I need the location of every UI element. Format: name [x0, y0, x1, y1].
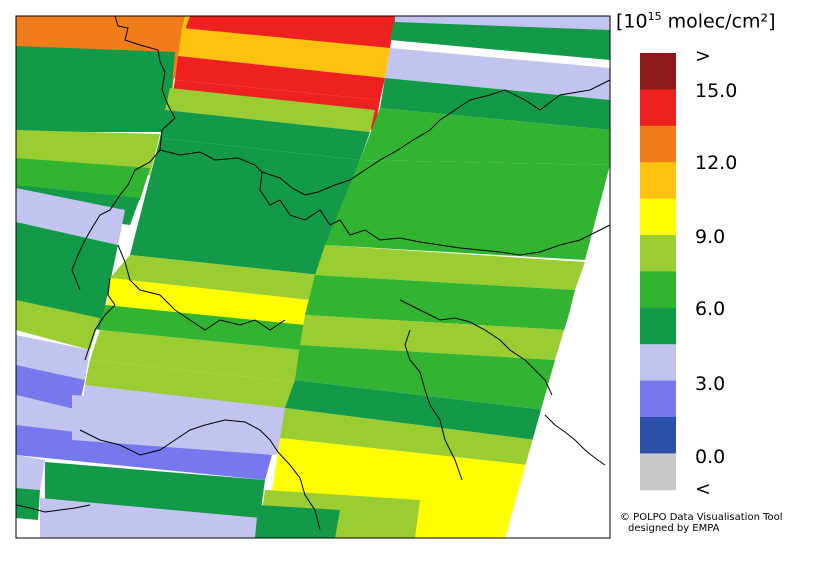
swath-strip — [16, 488, 40, 520]
credit-line-1: © POLPO Data Visualisation Tool — [620, 512, 783, 523]
colorbar — [640, 53, 676, 491]
colorbar-swatch — [640, 53, 676, 90]
swath-strip — [90, 330, 300, 382]
swath-strip — [165, 88, 375, 132]
colorbar-swatch — [640, 125, 676, 163]
colorbar-label-15: 15.0 — [695, 80, 738, 102]
swath-strip — [160, 110, 370, 160]
swath-strip — [385, 48, 610, 100]
country-borders — [15, 15, 611, 531]
colorbar-swatch — [640, 162, 676, 200]
colorbar-label-9: 9.0 — [695, 226, 726, 248]
colorbar-swatch — [640, 89, 676, 127]
swath-strip — [16, 455, 45, 490]
swath-strip — [285, 380, 545, 440]
colorbar-label-0: 0.0 — [695, 446, 726, 468]
colorbar-swatch — [640, 307, 676, 345]
swath-strip — [380, 78, 610, 130]
swath-strip — [110, 255, 320, 300]
swath-strip — [16, 335, 90, 380]
colorbar-label-6: 6.0 — [695, 298, 726, 320]
swath-strip — [185, 16, 395, 48]
credit-line-2: designed by EMPA — [628, 523, 720, 534]
swath-strip — [295, 345, 555, 410]
colorbar-swatch — [640, 380, 676, 418]
swath-strip — [130, 138, 360, 275]
no-data-area — [505, 200, 610, 538]
swath-strip — [16, 222, 118, 330]
map-frame — [15, 15, 611, 539]
no2-swath-layer — [16, 16, 610, 538]
swath-strip — [300, 315, 565, 360]
colorbar-label-3: 3.0 — [695, 373, 726, 395]
swath-strip — [315, 245, 585, 290]
swath-strip — [325, 160, 610, 260]
colorbar-swatch — [640, 417, 676, 454]
swath-strip — [85, 360, 295, 410]
swath-strip — [305, 275, 575, 330]
colorbar-swatch — [640, 453, 676, 491]
swath-strip — [16, 188, 125, 245]
colorbar-swatch — [640, 198, 676, 236]
colorbar-label-12: 12.0 — [695, 152, 738, 174]
swath-strip — [360, 108, 610, 165]
swath-strip — [40, 498, 260, 538]
swath-strip — [16, 158, 150, 200]
swath-strip — [80, 385, 285, 455]
colorbar-swatch — [640, 344, 676, 382]
swath-strip — [178, 28, 390, 78]
colorbar-label-under: < — [695, 478, 711, 500]
swath-strip — [280, 408, 535, 465]
swath-strip — [16, 46, 175, 132]
swath-strip — [16, 365, 85, 410]
colorbar-swatch — [640, 271, 676, 309]
colorbar-label-over: > — [695, 45, 711, 67]
colorbar-swatch — [640, 235, 676, 272]
credit-text: © POLPO Data Visualisation Tool designed… — [620, 512, 783, 534]
units-label: [1015 molec/cm²] — [616, 10, 776, 33]
swath-strip — [255, 505, 340, 538]
swath-strip — [395, 16, 610, 30]
swath-strip — [100, 305, 305, 350]
swath-strip — [175, 56, 385, 100]
swath-strip — [16, 300, 100, 350]
